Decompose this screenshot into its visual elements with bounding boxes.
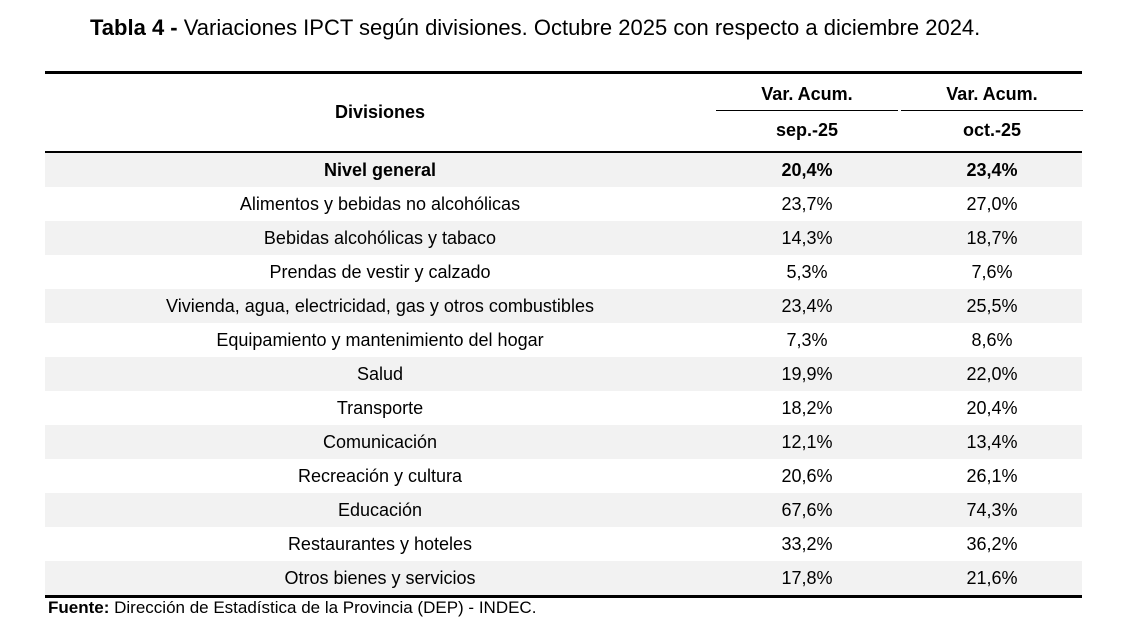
row-value-oct: 7,6% xyxy=(971,262,1013,282)
row-value-sep: 19,9% xyxy=(781,364,833,384)
row-division-name: Comunicación xyxy=(322,432,438,452)
row-division-name: Equipamiento y mantenimiento del hogar xyxy=(216,330,544,350)
header-col-sep-top: Var. Acum. xyxy=(716,74,898,111)
table-row: Comunicación 12,1% 13,4% xyxy=(45,425,1082,459)
table-row: Recreación y cultura 20,6% 26,1% xyxy=(45,459,1082,493)
row-value-sep: 12,1% xyxy=(781,432,833,452)
row-value-oct: 74,3% xyxy=(966,500,1018,520)
header-col-oct-top: Var. Acum. xyxy=(901,74,1083,111)
row-division-name: Educación xyxy=(337,500,423,520)
table-row: Equipamiento y mantenimiento del hogar 7,… xyxy=(45,323,1082,357)
header-col-sep-bottom: sep.-25 xyxy=(775,120,839,140)
row-value-sep: 20,6% xyxy=(781,466,833,486)
row-value-oct: 26,1% xyxy=(966,466,1018,486)
row-value-oct: 8,6% xyxy=(971,330,1013,350)
header-col-oct-bottom: oct.-25 xyxy=(962,120,1022,140)
table-row: Nivel general 20,4% 23,4% xyxy=(45,153,1082,187)
table-title-prefix: Tabla 4 - xyxy=(90,15,178,40)
row-value-sep: 67,6% xyxy=(781,500,833,520)
header-divisions: Divisiones xyxy=(334,102,426,122)
row-value-oct: 18,7% xyxy=(966,228,1018,248)
row-value-sep: 23,7% xyxy=(781,194,833,214)
row-value-sep: 23,4% xyxy=(781,296,833,316)
row-value-oct: 25,5% xyxy=(966,296,1018,316)
row-division-name: Salud xyxy=(356,364,404,384)
table-row: Restaurantes y hoteles 33,2% 36,2% xyxy=(45,527,1082,561)
row-value-oct: 21,6% xyxy=(966,568,1018,588)
row-value-oct: 22,0% xyxy=(966,364,1018,384)
row-division-name: Bebidas alcohólicas y tabaco xyxy=(263,228,497,248)
row-division-name: Nivel general xyxy=(323,160,437,180)
row-value-sep: 33,2% xyxy=(781,534,833,554)
source-text: Dirección de Estadística de la Provincia… xyxy=(114,598,537,617)
row-division-name: Transporte xyxy=(336,398,424,418)
source-label: Fuente: xyxy=(48,598,110,617)
row-value-oct: 13,4% xyxy=(966,432,1018,452)
row-value-sep: 18,2% xyxy=(781,398,833,418)
row-value-sep: 17,8% xyxy=(781,568,833,588)
table-row: Vivienda, agua, electricidad, gas y otro… xyxy=(45,289,1082,323)
row-value-sep: 14,3% xyxy=(781,228,833,248)
header-bottom-rule xyxy=(45,151,1082,153)
table-row: Prendas de vestir y calzado 5,3% 7,6% xyxy=(45,255,1082,289)
table-row: Alimentos y bebidas no alcohólicas 23,7% 2… xyxy=(45,187,1082,221)
row-division-name: Recreación y cultura xyxy=(297,466,463,486)
row-value-sep: 7,3% xyxy=(786,330,828,350)
table-title-text: Variaciones IPCT según divisiones. Octub… xyxy=(183,15,981,40)
row-value-sep: 20,4% xyxy=(781,160,833,180)
row-value-oct: 27,0% xyxy=(966,194,1018,214)
source-note: Fuente: Dirección de Estadística de la P… xyxy=(48,596,536,620)
row-value-oct: 23,4% xyxy=(966,160,1018,180)
row-value-sep: 5,3% xyxy=(786,262,828,282)
header-col-oct: Var. Acum. oct.-25 xyxy=(901,74,1083,151)
table-row: Salud 19,9% 22,0% xyxy=(45,357,1082,391)
table-header: Divisiones Var. Acum. sep.-25 Var. Acum.… xyxy=(45,74,1083,151)
table-row: Transporte 18,2% 20,4% xyxy=(45,391,1082,425)
ipct-table: Divisiones Var. Acum. sep.-25 Var. Acum.… xyxy=(45,71,1083,598)
row-division-name: Prendas de vestir y calzado xyxy=(269,262,491,282)
row-value-oct: 36,2% xyxy=(966,534,1018,554)
table-row: Bebidas alcohólicas y tabaco 14,3% 18,7% xyxy=(45,221,1082,255)
row-division-name: Otros bienes y servicios xyxy=(284,568,476,588)
table-row: Educación 67,6% 74,3% xyxy=(45,493,1082,527)
table-top-rule xyxy=(45,71,1082,74)
header-col-sep: Var. Acum. sep.-25 xyxy=(716,74,898,151)
row-division-name: Restaurantes y hoteles xyxy=(287,534,473,554)
row-division-name: Vivienda, agua, electricidad, gas y otro… xyxy=(166,296,594,316)
table-title: Tabla 4 - Variaciones IPCT según divisio… xyxy=(90,12,980,44)
row-value-oct: 20,4% xyxy=(966,398,1018,418)
row-division-name: Alimentos y bebidas no alcohólicas xyxy=(239,194,521,214)
table-row: Otros bienes y servicios 17,8% 21,6% xyxy=(45,561,1082,595)
table-bottom-rule xyxy=(45,595,1082,598)
table-body: Nivel general 20,4% 23,4% Alimentos y bebid… xyxy=(45,153,1082,595)
